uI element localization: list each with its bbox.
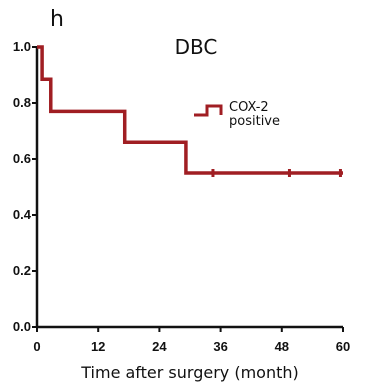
x-ticks: 0 12 24 36 48 60 [33, 327, 350, 354]
series-line-0 [37, 47, 343, 173]
x-axis-label: Time after surgery (month) [80, 363, 299, 382]
y-tick-label: 0.2 [13, 263, 31, 278]
legend-label-line2: positive [229, 114, 280, 129]
legend: COX-2 positive [194, 100, 280, 129]
x-tick-label: 12 [91, 339, 105, 354]
x-tick-label: 24 [152, 339, 167, 354]
x-tick-label: 60 [336, 339, 350, 354]
y-tick-label: 1.0 [13, 39, 31, 54]
x-tick-label: 0 [33, 339, 40, 354]
y-ticks: 0.0 0.2 0.4 0.6 0.8 1.0 [13, 39, 37, 334]
x-tick-label: 36 [213, 339, 227, 354]
y-tick-label: 0.8 [13, 95, 31, 110]
y-tick-label: 0.6 [13, 151, 31, 166]
legend-swatch-icon [194, 106, 221, 115]
axes [37, 47, 343, 327]
y-tick-label: 0.0 [13, 319, 31, 334]
legend-label-line1: COX-2 [229, 100, 269, 115]
y-tick-label: 0.4 [13, 207, 32, 222]
panel-letter: h [50, 7, 64, 32]
series-layer [37, 47, 343, 177]
x-tick-label: 48 [275, 339, 289, 354]
chart-title: DBC [175, 35, 218, 59]
